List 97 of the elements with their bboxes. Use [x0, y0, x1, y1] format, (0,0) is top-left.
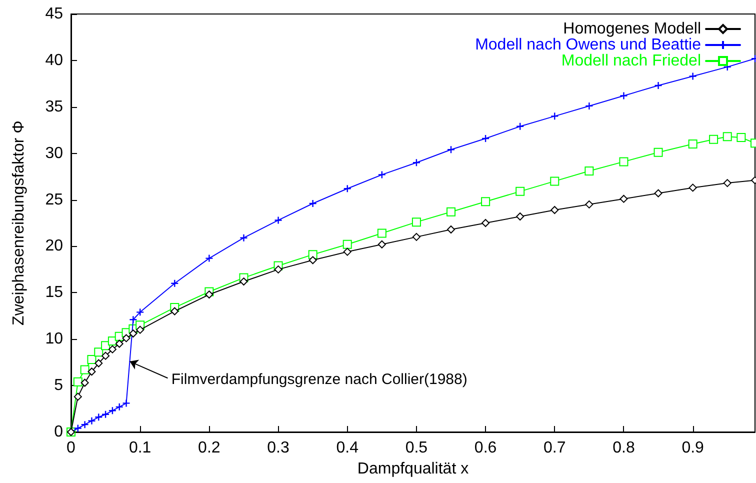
point: [122, 399, 130, 408]
x-tick-label: 0.4: [336, 440, 359, 456]
point: [481, 197, 490, 206]
legend-label: Homogenes Modell: [563, 20, 701, 38]
point: [136, 326, 144, 334]
point: [412, 218, 421, 227]
point: [115, 402, 124, 412]
point: [709, 134, 718, 144]
legend-label: Modell nach Owens und Beattie: [475, 36, 702, 54]
point: [129, 316, 138, 324]
point: [723, 179, 732, 188]
y-tick-label: 10: [45, 330, 64, 348]
point: [378, 170, 386, 179]
point: [688, 140, 698, 149]
point: [102, 352, 110, 360]
point: [342, 240, 352, 249]
x-tick-label: 0.8: [612, 440, 635, 456]
point: [74, 424, 82, 432]
point: [412, 158, 421, 167]
point: [87, 355, 96, 364]
point: [88, 368, 96, 376]
point: [516, 212, 524, 220]
point: [654, 189, 662, 198]
point: [88, 416, 96, 425]
point: [94, 413, 103, 422]
y-tick-label: 15: [45, 284, 64, 302]
point: [122, 334, 130, 342]
point: [240, 278, 248, 286]
point: [619, 157, 628, 166]
point: [550, 176, 560, 186]
point: [736, 133, 746, 142]
point: [378, 240, 386, 248]
point: [170, 279, 179, 288]
y-tick-label: 45: [45, 6, 64, 22]
point: [205, 290, 214, 299]
annotation: Filmverdampfungsgrenze nach Collier(1988): [171, 371, 468, 388]
y-tick-label: 40: [45, 52, 64, 69]
point: [240, 234, 248, 242]
point: [584, 166, 594, 176]
point: [274, 216, 282, 224]
point: [550, 206, 559, 214]
point: [80, 365, 90, 374]
point: [620, 194, 628, 203]
point: [446, 207, 456, 216]
point: [446, 146, 456, 154]
point: [343, 248, 352, 256]
point: [108, 406, 117, 415]
y-tick-label: 5: [54, 377, 64, 394]
point: [482, 219, 490, 227]
y-tick-label: 30: [45, 144, 64, 162]
point: [108, 345, 116, 354]
point: [129, 330, 138, 338]
point: [308, 256, 317, 264]
point: [550, 112, 559, 120]
point: [377, 228, 386, 238]
x-tick-label: 0.7: [544, 440, 566, 456]
point: [620, 92, 628, 100]
point: [308, 199, 317, 208]
point: [80, 378, 89, 387]
point: [654, 81, 662, 90]
x-tick-label: 0.2: [198, 440, 220, 456]
point: [585, 200, 594, 208]
x-tick-label: 0.5: [405, 440, 428, 456]
point: [94, 359, 103, 368]
point: [722, 132, 732, 142]
point: [274, 265, 282, 274]
point: [94, 348, 104, 357]
point: [80, 420, 89, 429]
point: [654, 148, 663, 157]
point: [516, 122, 524, 130]
y-tick-label: 25: [45, 191, 64, 208]
point: [688, 72, 697, 80]
x-axis-title: Dampfqualität x: [357, 460, 469, 478]
point: [101, 410, 110, 418]
x-tick-label: 0.6: [474, 440, 497, 456]
point: [585, 102, 594, 110]
point: [170, 307, 179, 316]
point: [412, 232, 420, 241]
point: [516, 186, 525, 196]
y-axis-title: Zweiphasenreibungsfaktor Φ: [10, 120, 28, 326]
point: [73, 377, 82, 386]
y-tick-label: 0: [54, 424, 64, 440]
x-tick-label: 0: [66, 440, 76, 456]
legend-label: Modell nach Friedel: [561, 52, 701, 70]
point: [115, 340, 124, 348]
point: [481, 134, 490, 143]
y-tick-label: 35: [45, 98, 64, 116]
point: [205, 254, 214, 262]
point: [74, 392, 82, 401]
y-tick-label: 20: [45, 238, 64, 255]
x-tick-label: 0.1: [128, 440, 152, 456]
point: [343, 184, 352, 193]
point: [136, 308, 144, 316]
point: [688, 184, 697, 192]
x-tick-label: 0.3: [267, 440, 290, 456]
x-tick-label: 0.9: [682, 440, 704, 456]
point: [447, 226, 455, 234]
